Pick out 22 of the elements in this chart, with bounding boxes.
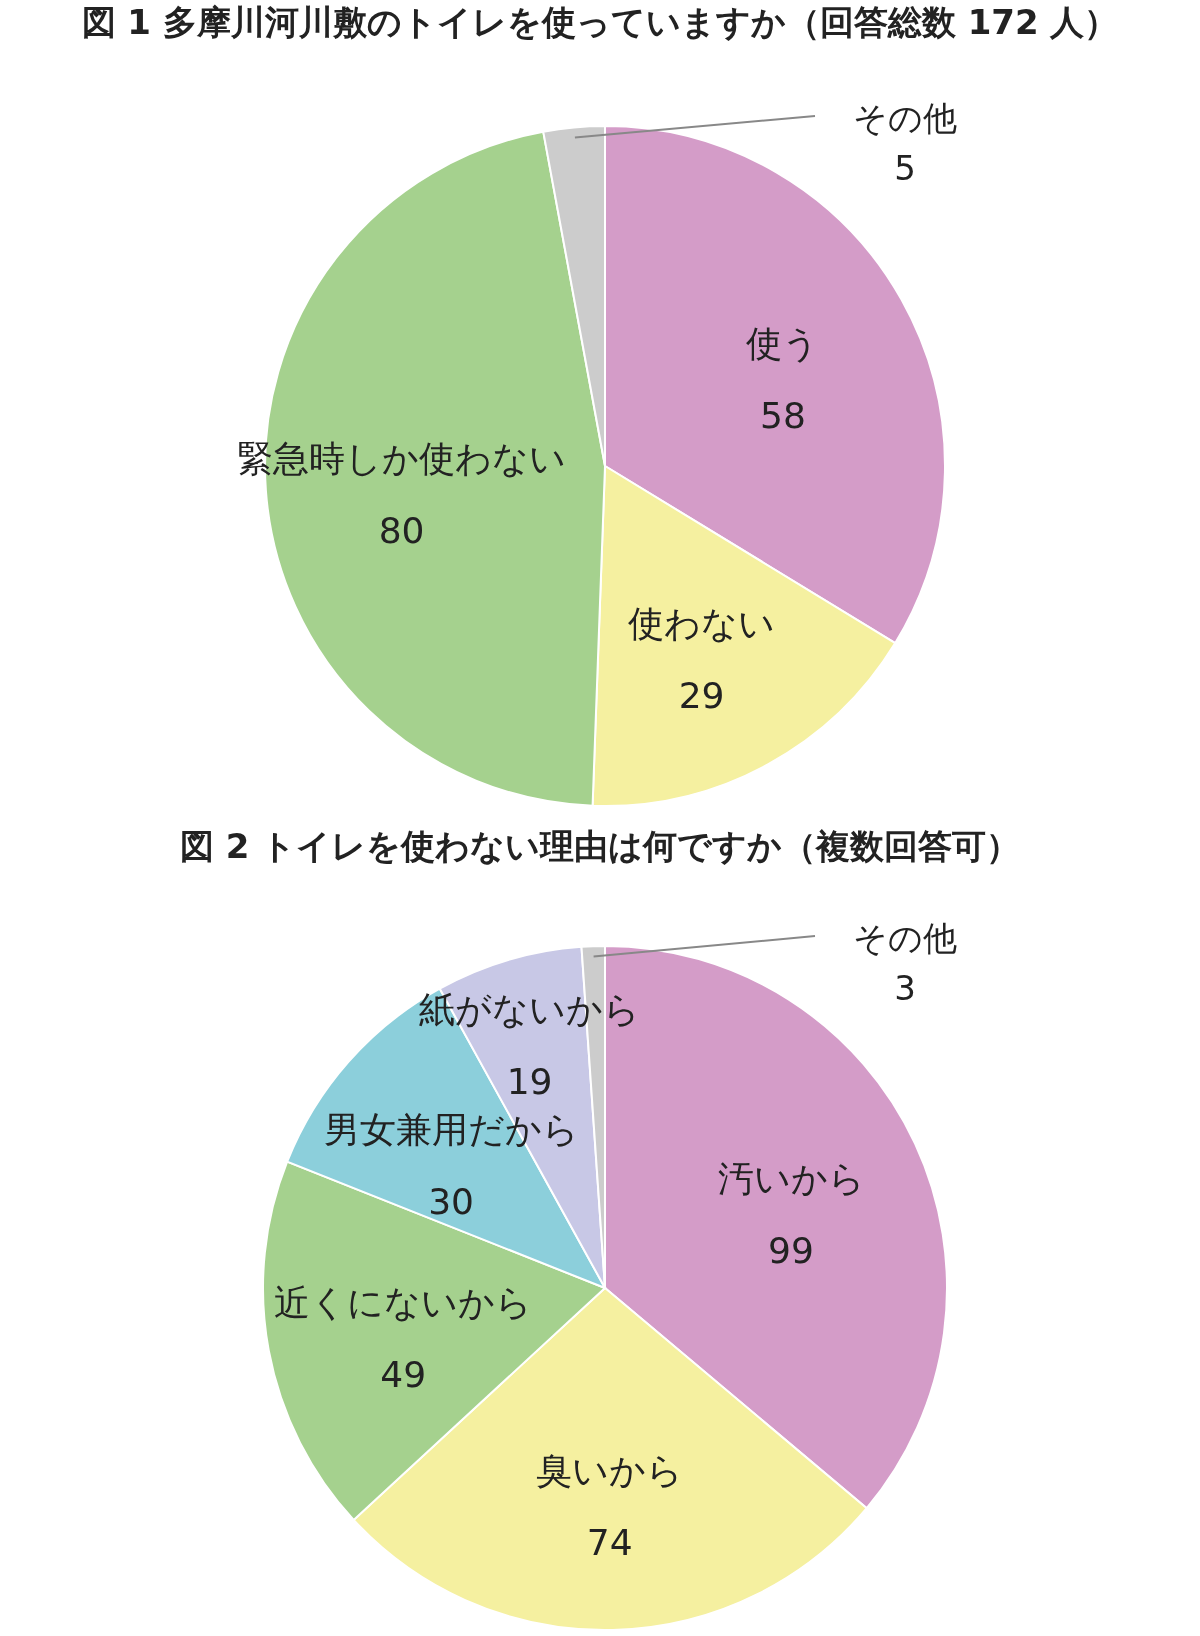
slice-label: 近くにないから [274, 1282, 533, 1324]
slice-label: 紙がないから [419, 989, 641, 1031]
data-label: 30 [428, 1181, 474, 1223]
slice-label: 臭いから [536, 1450, 684, 1492]
data-label: 58 [759, 395, 806, 437]
slice-label: 使う [746, 323, 820, 365]
slice-label: 男女兼用だから [323, 1109, 579, 1151]
data-label: 99 [768, 1230, 814, 1272]
slice-label: 汚いから [717, 1158, 865, 1200]
slice-label: 使わない [628, 602, 776, 644]
slice-label: その他 [853, 918, 957, 958]
data-label: 19 [506, 1061, 553, 1103]
chart-title: 図 1 多摩川河川敷のトイレを使っていますか（回答総数 172 人） [81, 2, 1119, 42]
data-label: 80 [378, 509, 425, 551]
data-label: 74 [586, 1522, 633, 1564]
slice-label: 緊急時しか使わない [237, 437, 567, 479]
data-label: 3 [894, 968, 916, 1008]
data-label: 29 [678, 674, 725, 716]
chart-title: 図 2 トイレを使わない理由は何ですか（複数回答可） [179, 826, 1021, 866]
slice-label: その他 [853, 98, 957, 138]
data-label: 5 [894, 148, 916, 188]
data-label: 49 [380, 1354, 427, 1396]
